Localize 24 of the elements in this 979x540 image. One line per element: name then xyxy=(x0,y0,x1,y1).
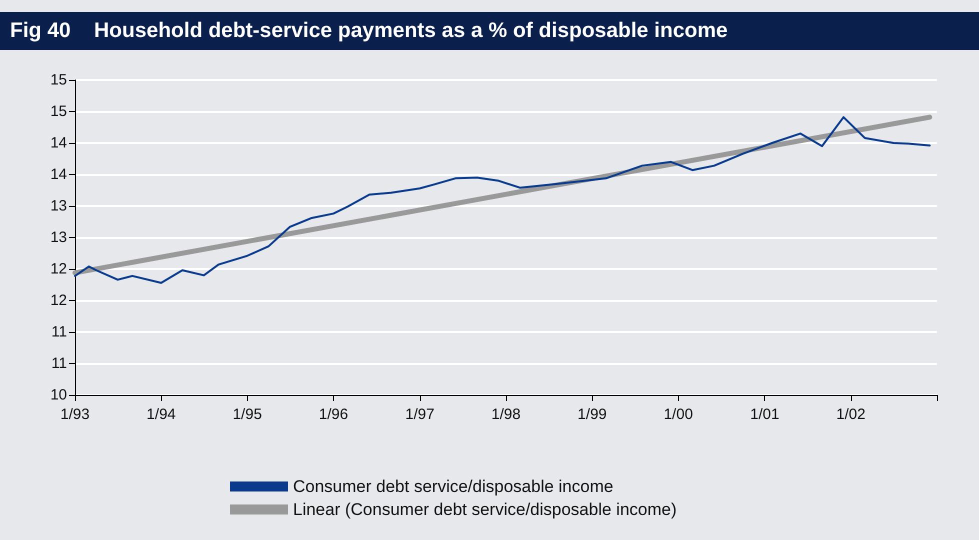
x-tick-label: 1/97 xyxy=(405,406,434,423)
legend-label: Consumer debt service/disposable income xyxy=(293,477,614,496)
x-tick-label: 1/95 xyxy=(232,406,262,423)
y-tick-label: 11 xyxy=(51,324,67,340)
x-tick-label: 1/02 xyxy=(836,406,866,423)
y-tick-label: 12 xyxy=(50,292,67,309)
chart-title: Fig 40 Household debt-service payments as a % of disposable income xyxy=(0,12,979,50)
y-tick-label: 11 xyxy=(51,355,67,372)
y-tick-label: 14 xyxy=(50,166,67,183)
x-tick-label: 1/93 xyxy=(60,406,90,423)
x-tick-label: 1/94 xyxy=(146,406,176,423)
x-tick-label: 1/99 xyxy=(578,406,607,423)
x-tick-label: 1/96 xyxy=(318,406,348,423)
y-tick-label: 13 xyxy=(50,198,67,214)
y-tick-label: 10 xyxy=(50,386,67,404)
x-tick-label: 1/01 xyxy=(750,406,780,423)
y-tick-label: 15 xyxy=(50,103,67,120)
x-tick-label: 1/00 xyxy=(664,406,693,423)
legend-label: Linear (Consumer debt service/disposable income) xyxy=(293,500,677,519)
y-tick-label: 15 xyxy=(50,72,67,88)
y-tick-label: 12 xyxy=(50,260,67,278)
y-tick-label: 13 xyxy=(50,229,67,246)
x-tick-label: 1/98 xyxy=(491,406,521,423)
y-tick-label: 14 xyxy=(50,134,67,152)
